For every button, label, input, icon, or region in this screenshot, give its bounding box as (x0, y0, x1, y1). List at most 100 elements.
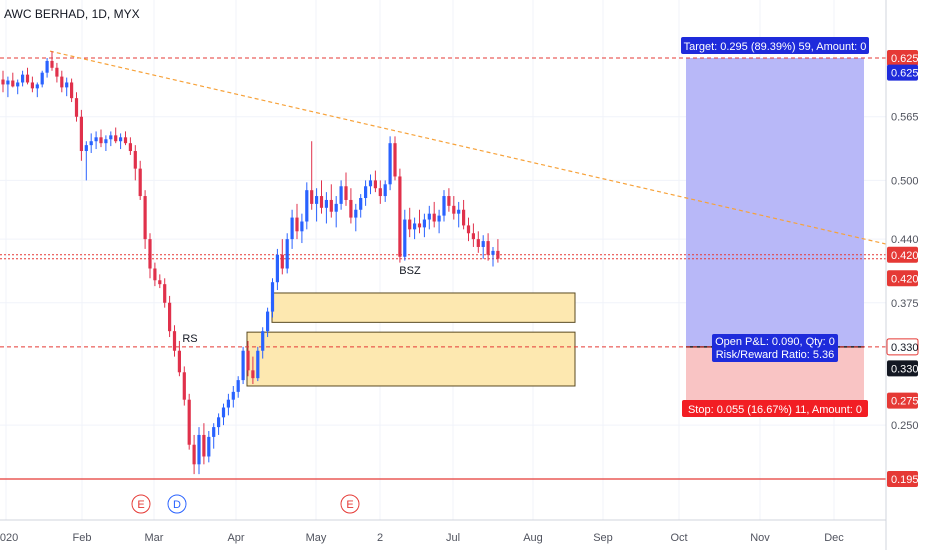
dividend-marker[interactable]: D (167, 494, 187, 514)
earnings-marker[interactable]: E (340, 494, 360, 514)
y-tick-label: 0.500 (891, 175, 919, 187)
candle-body (266, 311, 270, 332)
candle-body (89, 141, 93, 146)
stop-label: Stop: 0.055 (16.67%) 11, Amount: 0 (682, 400, 868, 417)
candle-body (324, 199, 328, 208)
price-tag-label: 0.625 (891, 68, 919, 80)
candle-body (471, 233, 475, 240)
candle-body (417, 223, 422, 228)
event-marker-circle (131, 494, 151, 514)
candle-body (447, 196, 451, 206)
candle-body (339, 186, 343, 204)
candle-body (275, 254, 279, 283)
event-marker-label: E (137, 499, 144, 511)
candle-body (65, 82, 69, 88)
candle-body (496, 250, 500, 259)
candle-body (241, 350, 245, 381)
candle-body (442, 196, 446, 216)
candle-body (236, 380, 240, 392)
price-tag-bg (887, 64, 918, 81)
candle-body (368, 180, 373, 187)
candle-body (491, 250, 495, 255)
trendline (49, 50, 887, 245)
risk-reward-text: Risk/Reward Ratio: 5.36 (716, 349, 835, 361)
candle-body (432, 213, 436, 222)
candle-body (172, 331, 177, 351)
candle-body (55, 67, 59, 77)
candle-body (457, 209, 461, 214)
candle-body (393, 143, 397, 177)
x-tick-label: Oct (670, 532, 687, 544)
candle-body (84, 145, 88, 152)
candle-body (310, 190, 314, 204)
candle-body (99, 137, 103, 144)
candle-body (40, 72, 44, 85)
candle-body (290, 217, 294, 240)
candle-body (202, 434, 206, 457)
candle-body (163, 284, 167, 303)
candle-body (212, 427, 216, 437)
zones-layer (246, 58, 864, 401)
candle-body (60, 76, 64, 88)
pnl-label-bg (712, 334, 838, 362)
profit-zone (686, 58, 864, 347)
candle-body (383, 184, 387, 197)
y-tick-label: 0.565 (891, 112, 919, 124)
candle-body (177, 350, 181, 373)
candles-layer (1, 51, 500, 475)
candle-body (408, 219, 412, 230)
price-tag-bg (887, 471, 918, 487)
price-tag-label: 0.420 (891, 273, 919, 285)
candle-body (437, 215, 441, 222)
candle-body (1, 79, 5, 85)
candle-body (452, 205, 456, 214)
x-tick-label: Nov (750, 532, 770, 544)
target-label: Target: 0.295 (89.39%) 59, Amount: 0 (681, 37, 869, 54)
candle-body (21, 74, 25, 83)
annotation-label: BSZ (399, 265, 421, 277)
demand-zone (246, 331, 576, 387)
candle-body (192, 444, 196, 465)
candle-body (74, 98, 79, 117)
candle-body (153, 268, 157, 281)
candle-body (133, 151, 137, 169)
candle-body (70, 82, 74, 99)
target-label-text: Target: 0.295 (89.39%) 59, Amount: 0 (684, 41, 867, 53)
price-tag-bg (887, 360, 918, 377)
candle-body (373, 180, 377, 189)
price-tag-label: 0.330 (891, 342, 919, 354)
candle-body (197, 434, 201, 465)
price-tag-bg (887, 50, 918, 66)
candle-body (94, 137, 98, 142)
candle-body (11, 80, 15, 87)
x-tick-label: Dec (824, 532, 844, 544)
x-tick-label: Apr (227, 532, 244, 544)
candle-body (295, 217, 299, 232)
candle-body (398, 176, 402, 257)
price-tag: 0.625 (887, 64, 919, 81)
candle-body (158, 280, 162, 285)
candle-body (79, 116, 83, 152)
candle-body (226, 399, 230, 408)
x-tick-label: Mar (145, 532, 164, 544)
candle-body (251, 370, 255, 379)
stop-label-bg (682, 400, 868, 417)
candle-body (128, 143, 132, 152)
candle-body (315, 196, 319, 204)
candle-body (300, 221, 304, 232)
candle-body (305, 190, 309, 222)
price-tag: 0.195 (887, 471, 919, 487)
x-tick-label: Feb (73, 532, 92, 544)
candle-body (109, 135, 113, 140)
candle-body (50, 60, 54, 68)
stop-label-text: Stop: 0.055 (16.67%) 11, Amount: 0 (688, 404, 862, 416)
x-tick-label: May (306, 532, 327, 544)
price-tag-label: 0.195 (891, 474, 919, 486)
earnings-marker[interactable]: E (131, 494, 151, 514)
candle-body (403, 219, 407, 257)
target-label-bg (681, 37, 869, 54)
overlay-layer: RS BSZ E D E Target: 0.295 (89.39%) 59, Amoun… (131, 37, 869, 514)
